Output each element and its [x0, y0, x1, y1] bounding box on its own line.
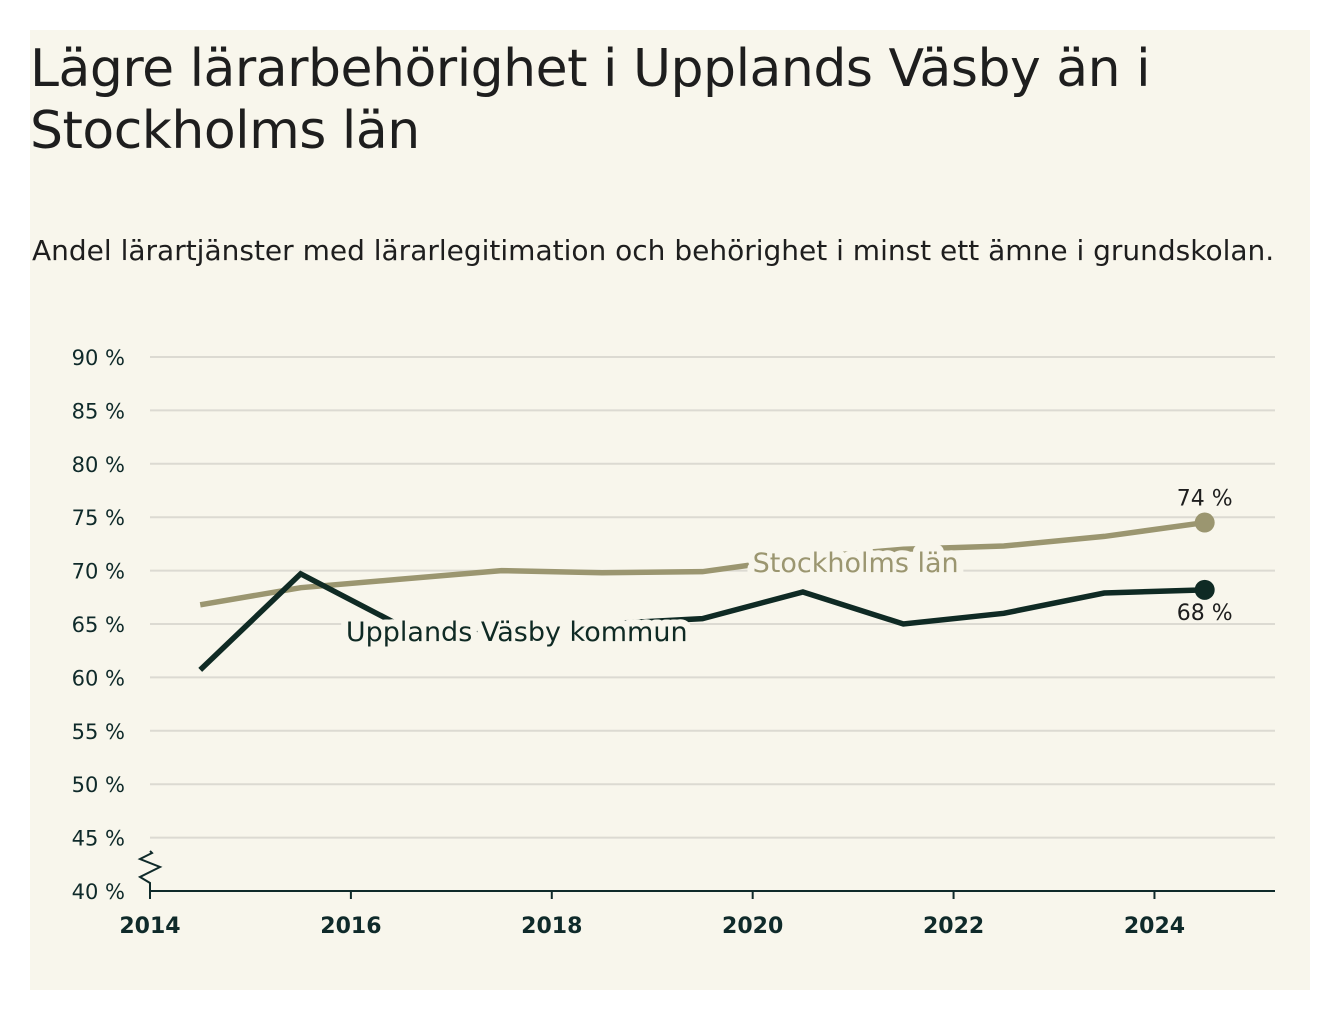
chart-title: Lägre lärarbehörighet i Upplands Väsby ä… [30, 39, 1151, 161]
y-tick-label-70: 70 % [72, 560, 125, 584]
series-lines [198, 512, 1215, 672]
y-tick-label-75: 75 % [72, 506, 125, 530]
x-tick-label-2020: 2020 [722, 914, 783, 939]
x-tick-label-2024: 2024 [1124, 914, 1185, 939]
series-name-halo-0: Stockholms län [753, 548, 959, 579]
y-tick-label-85: 85 % [72, 399, 125, 423]
end-point-1-10 [1194, 579, 1215, 600]
series-name-halo-1: Upplands Väsby kommun [346, 617, 688, 648]
end-value-label-1: 68 % [1177, 601, 1233, 626]
series-line-0 [199, 519, 1206, 608]
grid-lines [150, 356, 1275, 839]
x-tick-label-2022: 2022 [923, 914, 984, 939]
y-tick-label-65: 65 % [72, 613, 125, 637]
series-name-label-1: Upplands Väsby kommun [346, 617, 688, 648]
y-axis-ticks: 40 % 45 % 50 % 55 % 60 % 65 % 70 % 75 % 80 % 85 %… [72, 346, 125, 904]
x-tick-label-2014: 2014 [119, 914, 180, 939]
chart-subtitle: Andel lärartjänster med lärarlegitimatio… [32, 234, 1275, 267]
axis-break-icon [137, 850, 163, 891]
series-name-label-0: Stockholms län [753, 548, 959, 579]
line-chart: 40 % 45 % 50 % 55 % 60 % 65 % 70 % 75 % 80 % 85 %… [72, 346, 1275, 939]
x-tick-label-2018: 2018 [521, 914, 582, 939]
end-value-label-0: 74 % [1177, 487, 1233, 512]
y-tick-label-90: 90 % [72, 346, 125, 370]
y-tick-label-45: 45 % [72, 827, 125, 851]
end-point-0-10 [1194, 512, 1215, 533]
y-tick-label-80: 80 % [72, 453, 125, 477]
y-tick-label-55: 55 % [72, 720, 125, 744]
y-tick-label-40: 40 % [72, 880, 125, 904]
x-tick-label-2016: 2016 [320, 914, 381, 939]
chart-card: Lägre lärarbehörighet i Upplands Väsby ä… [30, 30, 1310, 990]
x-axis: 2014 2016 2018 2020 2022 2024 [119, 850, 1275, 939]
y-tick-label-60: 60 % [72, 666, 125, 690]
y-tick-label-50: 50 % [72, 773, 125, 797]
